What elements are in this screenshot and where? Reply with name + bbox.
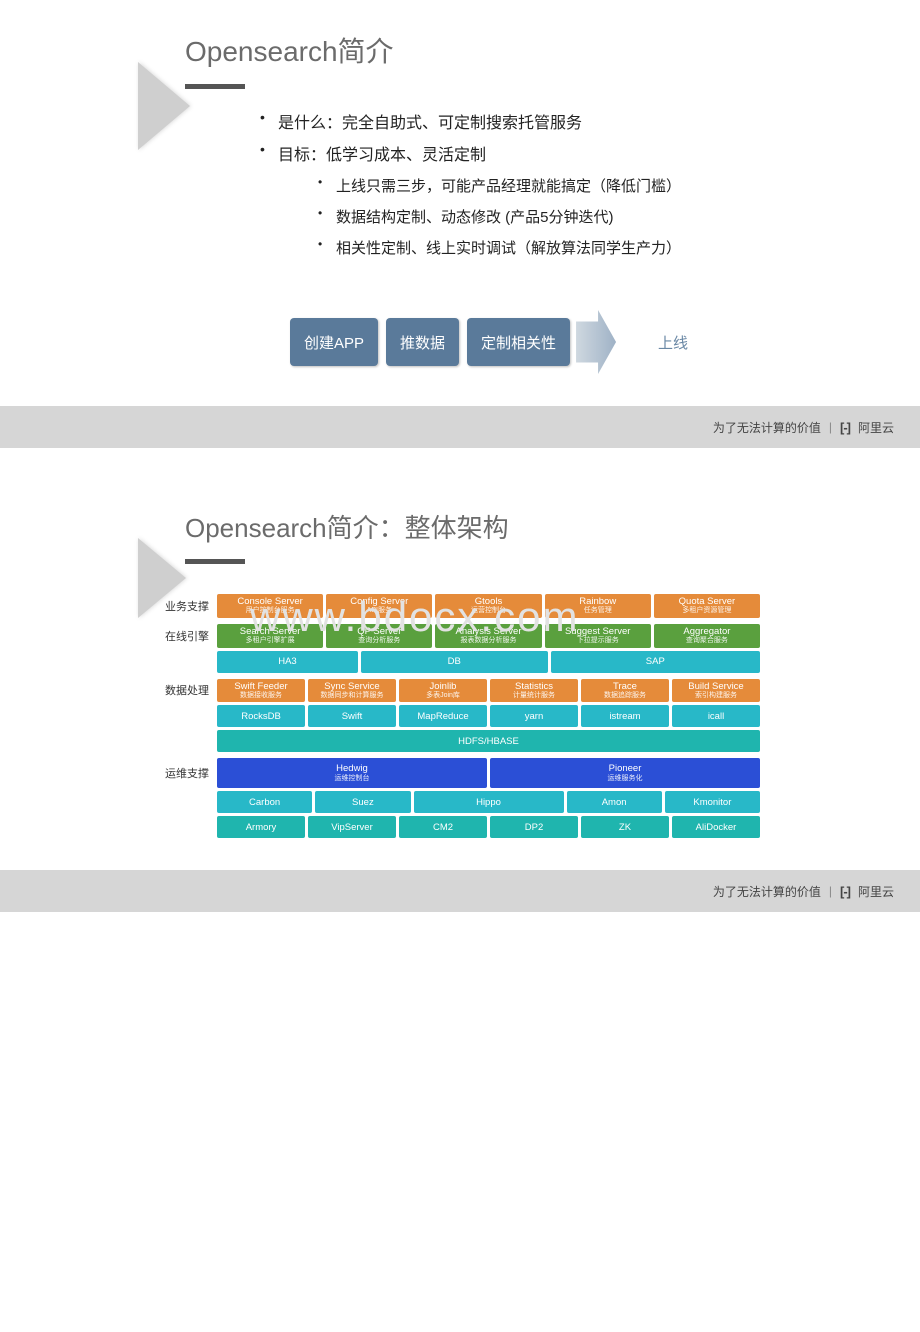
cell-cm2: CM2 xyxy=(399,816,487,838)
cell-icall: icall xyxy=(672,705,760,727)
footer-divider: | xyxy=(829,420,832,434)
cell-armory: Armory xyxy=(217,816,305,838)
arch-group-ops: 运维支撑 Hedwig运维控制台 Pioneer运维服务化 Carbon Sue… xyxy=(160,758,760,838)
footer-brand: 阿里云 xyxy=(858,419,894,436)
bullet-goal: 目标：低学习成本、灵活定制 上线只需三步，可能产品经理就能搞定（降低门槛） 数据… xyxy=(260,141,920,258)
sub-bullet-3: 相关性定制、线上实时调试（解放算法同学生产力） xyxy=(318,237,920,258)
spacer xyxy=(160,730,214,752)
cell-analysis-server: Analysis Server报表数据分析服务 xyxy=(435,624,541,648)
title-underline xyxy=(185,84,245,89)
cell-yarn: yarn xyxy=(490,705,578,727)
cell-config-server: Config ServerAPI服务 xyxy=(326,594,432,618)
footer-divider-2: | xyxy=(829,884,832,898)
cell-suez: Suez xyxy=(315,791,410,813)
flow-step-2: 推数据 xyxy=(386,318,459,366)
flow-step-4: 上线 xyxy=(644,318,702,366)
sub-bullet-2: 数据结构定制、动态修改 (产品5分钟迭代) xyxy=(318,206,920,227)
arch-group-biz: 业务支撑 Console Server用户控制台服务 Config Server… xyxy=(160,594,760,618)
cell-alidocker: AliDocker xyxy=(672,816,760,838)
flow-step-1: 创建APP xyxy=(290,318,378,366)
aliyun-logo-icon-2: [-] xyxy=(840,884,850,899)
cell-search-server: Search Server多租户引擎扩展 xyxy=(217,624,323,648)
cell-rocksdb: RocksDB xyxy=(217,705,305,727)
footer-slogan: 为了无法计算的价值 xyxy=(713,419,821,436)
spacer xyxy=(160,705,214,727)
slide-intro: Opensearch简介 是什么：完全自助式、可定制搜索托管服务 目标：低学习成… xyxy=(0,0,920,448)
arch-group-dataproc: 数据处理 Swift Feeder数据接收服务 Sync Service数据同步… xyxy=(160,679,760,753)
arch-label-ops: 运维支撑 xyxy=(160,758,214,788)
cell-suggest-server: Suggest Server下拉提示服务 xyxy=(545,624,651,648)
cell-kmonitor: Kmonitor xyxy=(665,791,760,813)
slide1-header: Opensearch简介 xyxy=(0,0,920,89)
blank-space xyxy=(0,932,920,1332)
cell-swift-feeder: Swift Feeder数据接收服务 xyxy=(217,679,305,703)
cell-sap: SAP xyxy=(551,651,760,673)
slide1-footer: 为了无法计算的价值 | [-] 阿里云 xyxy=(0,406,920,448)
bullet-what: 是什么：完全自助式、可定制搜索托管服务 xyxy=(260,109,920,133)
spacer xyxy=(160,791,214,813)
flow-arrow-icon xyxy=(578,318,636,366)
cell-dp2: DP2 xyxy=(490,816,578,838)
slide2-footer: 为了无法计算的价值 | [-] 阿里云 xyxy=(0,870,920,912)
spacer xyxy=(160,651,214,673)
arch-label-engine: 在线引擎 xyxy=(160,624,214,648)
sub-bullet-1: 上线只需三步，可能产品经理就能搞定（降低门槛） xyxy=(318,175,920,196)
footer-brand-2: 阿里云 xyxy=(858,883,894,900)
cell-build-service: Build Service索引构建服务 xyxy=(672,679,760,703)
cell-hdfs-hbase: HDFS/HBASE xyxy=(217,730,760,752)
cell-hedwig: Hedwig运维控制台 xyxy=(217,758,487,788)
cell-quota-server: Quota Server多租户资源管理 xyxy=(654,594,760,618)
cell-trace: Trace数据追踪服务 xyxy=(581,679,669,703)
arch-label-dataproc: 数据处理 xyxy=(160,679,214,703)
bullet-goal-text: 目标：低学习成本、灵活定制 xyxy=(278,147,486,164)
cell-vipserver: VipServer xyxy=(308,816,396,838)
cell-hippo: Hippo xyxy=(414,791,564,813)
aliyun-logo-icon: [-] xyxy=(840,420,850,435)
flow-step-3: 定制相关性 xyxy=(467,318,570,366)
cell-db: DB xyxy=(361,651,548,673)
cell-pioneer: Pioneer运维服务化 xyxy=(490,758,760,788)
cell-statistics: Statistics计量统计服务 xyxy=(490,679,578,703)
cell-ha3: HA3 xyxy=(217,651,358,673)
architecture-diagram: 业务支撑 Console Server用户控制台服务 Config Server… xyxy=(160,594,760,838)
arch-group-engine: 在线引擎 Search Server多租户引擎扩展 QP Server查询分析服… xyxy=(160,624,760,673)
cell-zk: ZK xyxy=(581,816,669,838)
cell-istream: istream xyxy=(581,705,669,727)
cell-swift: Swift xyxy=(308,705,396,727)
cell-console-server: Console Server用户控制台服务 xyxy=(217,594,323,618)
slide-architecture: Opensearch简介：整体架构 www.bdocx.com 业务支撑 Con… xyxy=(0,468,920,912)
cell-gtools: Gtools运营控制台 xyxy=(435,594,541,618)
cell-aggregator: Aggregator查询聚合服务 xyxy=(654,624,760,648)
slide1-title: Opensearch简介 xyxy=(185,30,920,70)
slide2-header: Opensearch简介：整体架构 xyxy=(0,468,920,564)
spacer xyxy=(160,816,214,838)
cell-amon: Amon xyxy=(567,791,662,813)
cell-mapreduce: MapReduce xyxy=(399,705,487,727)
cell-carbon: Carbon xyxy=(217,791,312,813)
title-underline-2 xyxy=(185,559,245,564)
slide2-title: Opensearch简介：整体架构 xyxy=(185,508,920,545)
cell-rainbow: Rainbow任务管理 xyxy=(545,594,651,618)
footer-slogan-2: 为了无法计算的价值 xyxy=(713,883,821,900)
cell-joinlib: Joinlib多表Join库 xyxy=(399,679,487,703)
cell-sync-service: Sync Service数据同步和计算服务 xyxy=(308,679,396,703)
flow-steps: 创建APP 推数据 定制相关性 上线 xyxy=(290,318,920,366)
cell-qp-server: QP Server查询分析服务 xyxy=(326,624,432,648)
